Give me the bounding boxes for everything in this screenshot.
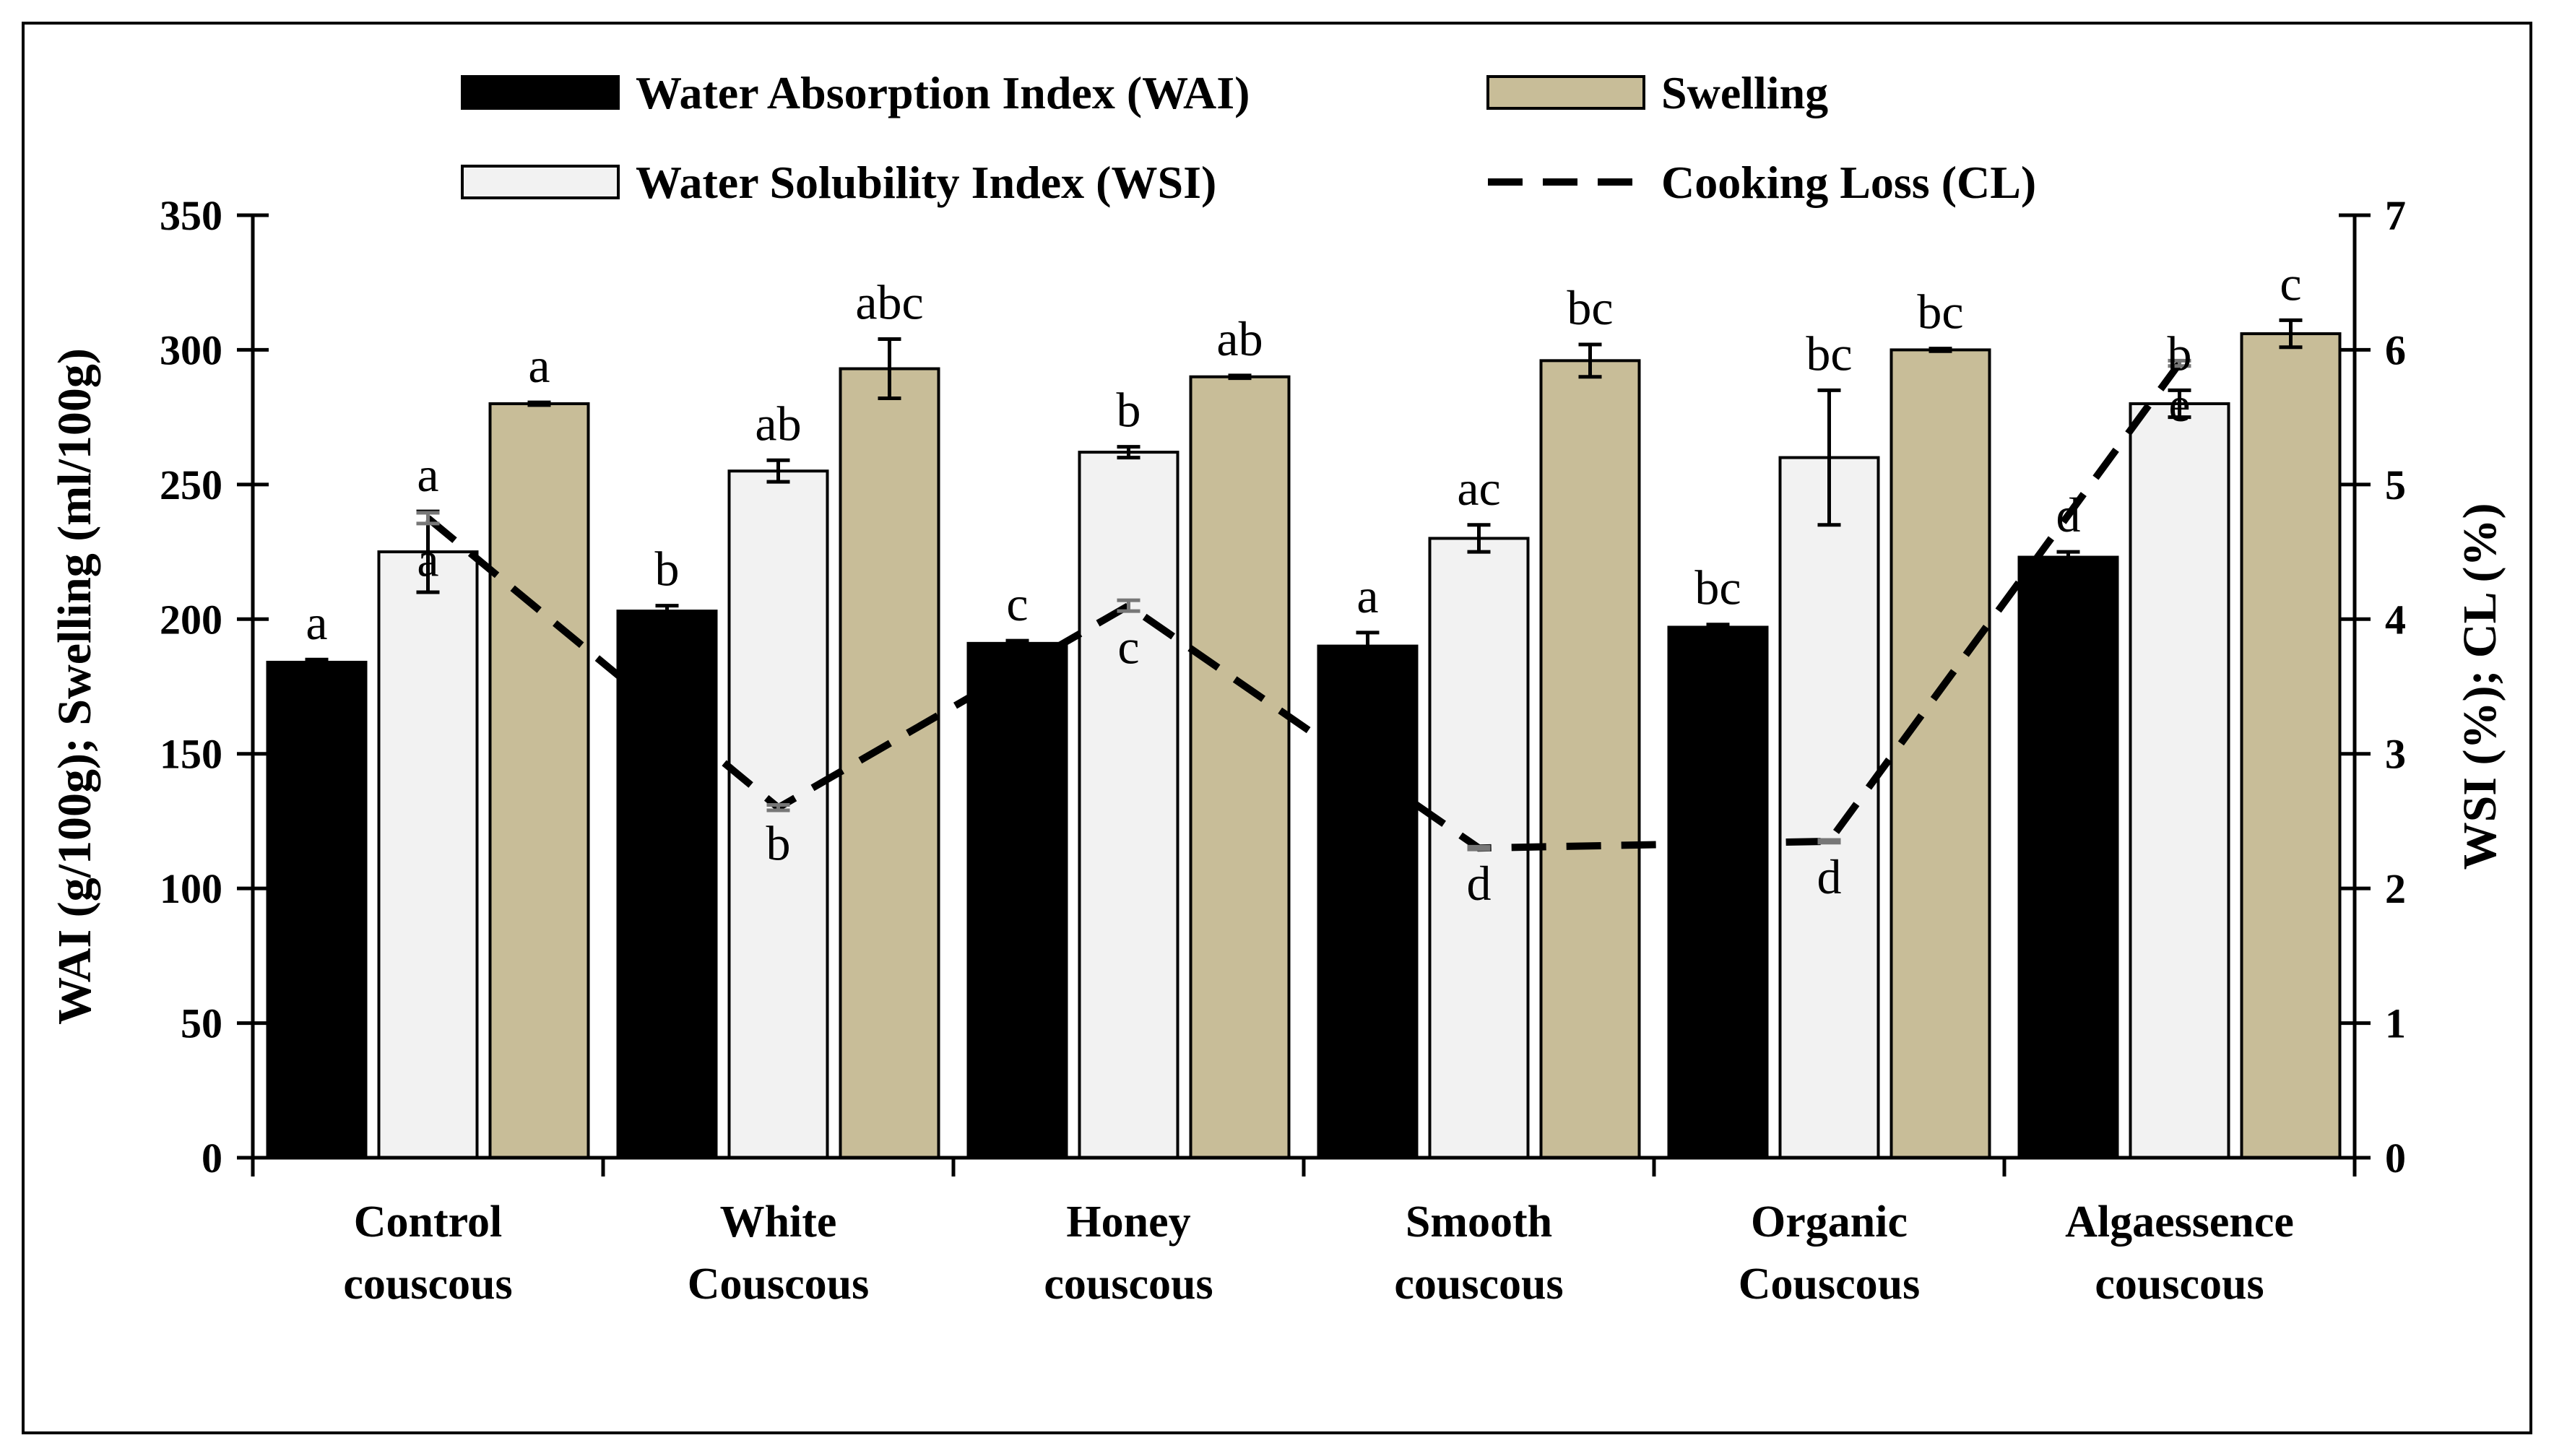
bar-water-absorption-index-wai[interactable] [2017,555,2119,1159]
y-left-tick-label: 250 [160,462,222,508]
bar-letter-label: b [1117,383,1141,438]
x-tick-label: Smooth couscous [1394,1197,1563,1309]
y-left-tick-label: 0 [202,1135,222,1182]
bar-letter-label: a [306,595,327,650]
bar-water-solubility-index-wsi[interactable] [377,550,479,1159]
bar-water-solubility-index-wsi[interactable] [727,469,829,1159]
bar-letter-label: abc [855,275,923,330]
bar-letter-label: bc [1694,560,1741,615]
y-left-tick-label: 50 [181,1000,222,1047]
y-right-tick-label: 4 [2385,596,2406,643]
y-right-tick-label: 0 [2385,1135,2406,1182]
bar-swelling[interactable] [1539,359,1641,1159]
x-tick-label: Organic Couscous [1739,1197,1921,1309]
bar-letter-label: ac [1457,461,1500,516]
x-tick-label: Honey couscous [1044,1197,1213,1309]
y-left-tick-label: 350 [160,192,222,239]
bar-water-absorption-index-wai[interactable] [966,641,1068,1159]
cl-letter-label: e [2168,377,2190,432]
bar-swelling[interactable] [1189,375,1291,1160]
bar-letter-label: bc [1806,326,1852,381]
y-right-tick-label: 1 [2385,1000,2406,1047]
line-cooking-loss[interactable] [425,361,2183,852]
bar-letter-label: c [1006,576,1028,631]
cl-letter-label: b [766,815,791,870]
y-axis-left-title: WAI (g/100g); Swelling (ml/100g) [48,348,101,1025]
bar-water-absorption-index-wai[interactable] [1317,644,1419,1159]
y-left-tick-label: 300 [160,326,222,373]
legend-label: Water Solubility Index (WSI) [636,157,1216,208]
legend-swatch-water-absorption-index-wai [461,75,620,110]
cl-letter-label: a [417,532,438,586]
bar-water-absorption-index-wai[interactable] [1667,625,1769,1159]
x-tick-label: White Couscous [688,1197,870,1309]
legend-label: Swelling [1661,67,1828,118]
legend-label: Cooking Loss (CL) [1661,157,2036,208]
y-right-tick-label: 2 [2385,865,2406,912]
y-right-tick-label: 3 [2385,731,2406,778]
x-tick-label: Control couscous [343,1197,512,1309]
y-right-tick-label: 6 [2385,326,2406,373]
bar-water-absorption-index-wai[interactable] [266,660,368,1159]
bar-letter-label: b [2168,326,2192,381]
bar-swelling[interactable] [839,367,940,1159]
bar-letter-label: ab [1216,311,1263,366]
bar-letter-label: a [1356,568,1378,623]
bar-letter-label: a [417,447,438,502]
legend-swatch-water-solubility-index-wsi [461,165,620,199]
bar-letter-label: a [528,338,550,393]
bar-letter-label: d [2056,488,2081,542]
y-left-tick-label: 150 [160,731,222,778]
y-right-tick-label: 7 [2385,192,2406,239]
cl-letter-label: d [1467,856,1492,911]
y-left-tick-label: 200 [160,596,222,643]
y-left-tick-label: 100 [160,865,222,912]
bar-water-solubility-index-wsi[interactable] [1778,456,1880,1159]
y-right-tick-label: 5 [2385,462,2406,508]
y-axis-right-title: WSI (%); CL (%) [2454,503,2506,870]
bar-swelling[interactable] [2240,332,2342,1159]
bar-swelling[interactable] [488,402,590,1159]
legend-label: Water Absorption Index (WAI) [636,67,1250,118]
bar-letter-label: c [2280,256,2301,311]
bar-water-absorption-index-wai[interactable] [616,610,718,1159]
bar-water-solubility-index-wsi[interactable] [1078,451,1179,1159]
cl-letter-label: c [1117,620,1139,675]
bar-swelling[interactable] [1889,348,1991,1159]
bar-letter-label: b [655,542,680,597]
bar-letter-label: ab [755,396,801,451]
bar-letter-label: bc [1917,285,1963,339]
cl-letter-label: d [1817,849,1842,904]
x-tick-label: Algaessence couscous [2065,1197,2294,1309]
bar-letter-label: bc [1567,280,1613,335]
legend-swatch-swelling [1486,75,1645,110]
bar-water-solubility-index-wsi[interactable] [2129,402,2230,1159]
